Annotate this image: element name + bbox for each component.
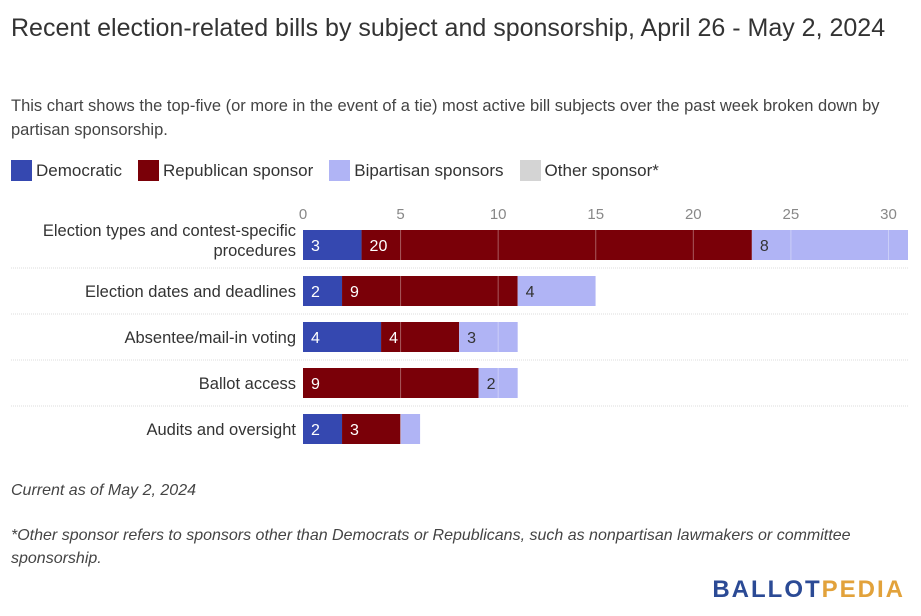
- bar-segment: [381, 322, 460, 352]
- legend-item-other: Other sponsor*: [519, 160, 659, 181]
- x-tick-label: 10: [490, 206, 507, 223]
- bar-segment: [459, 322, 518, 352]
- bar-segment: [400, 414, 421, 444]
- x-tick-label: 15: [587, 206, 604, 223]
- bar-segment: [303, 368, 479, 398]
- logo-part-pedia: PEDIA: [821, 576, 905, 603]
- bar-segment: [303, 414, 343, 444]
- bar-segment: [303, 322, 382, 352]
- data-label: 8: [760, 238, 769, 255]
- data-label: 2: [487, 376, 496, 393]
- ballotpedia-logo: BALLOTPEDIA: [712, 576, 905, 604]
- chart-subtitle: This chart shows the top-five (or more i…: [11, 97, 880, 139]
- chart-title: Recent election-related bills by subject…: [11, 14, 886, 42]
- x-tick-label: 30: [880, 206, 897, 223]
- data-label: 9: [311, 376, 320, 393]
- bar-segment: [342, 414, 401, 444]
- data-label: 3: [311, 238, 320, 255]
- category-label: Ballot access: [199, 375, 296, 393]
- legend-swatch-republican: [137, 160, 159, 181]
- bar-segment: [303, 276, 343, 306]
- legend-swatch-bipartisan: [329, 160, 351, 181]
- data-label: 20: [370, 238, 388, 255]
- bar-segment: [751, 230, 908, 260]
- legend: Democratic Republican sponsor Bipartisan…: [11, 160, 675, 181]
- data-label: 9: [350, 284, 359, 301]
- legend-swatch-democratic: [11, 160, 32, 181]
- footnote: *Other sponsor refers to sponsors other …: [11, 527, 851, 567]
- x-tick-label: 25: [783, 206, 800, 223]
- legend-item-democratic: Democratic: [11, 160, 122, 181]
- data-label: 4: [311, 330, 320, 347]
- bar-segment: [517, 276, 596, 306]
- category-label: Election dates and deadlines: [85, 283, 296, 301]
- bar-segment: [342, 276, 518, 306]
- x-tick-label: 20: [685, 206, 702, 223]
- bar-segment: [478, 368, 518, 398]
- legend-label-democratic: Democratic: [36, 160, 122, 180]
- logo-part-ballot: BALLOT: [712, 576, 822, 603]
- category-label: procedures: [213, 242, 296, 260]
- category-label: Election types and contest-specific: [43, 222, 296, 240]
- x-tick-label: 0: [299, 206, 307, 223]
- legend-label-republican: Republican sponsor: [162, 160, 314, 180]
- bar-segment: [361, 230, 752, 260]
- data-label: 2: [311, 422, 320, 439]
- current-as-of-note: Current as of May 2, 2024: [11, 482, 196, 499]
- stacked-bar-chart: 0 5 10 15 20 25 30 3 20 8 Election types and conte…: [11, 206, 908, 448]
- category-label: Audits and oversight: [146, 421, 296, 439]
- data-label: 4: [526, 284, 535, 301]
- legend-label-other: Other sponsor*: [544, 160, 659, 180]
- x-tick-label: 5: [396, 206, 404, 223]
- legend-item-bipartisan: Bipartisan sponsors: [329, 160, 504, 181]
- data-label: 2: [311, 284, 320, 301]
- data-label: 3: [467, 330, 476, 347]
- legend-label-bipartisan: Bipartisan sponsors: [354, 160, 504, 180]
- legend-item-republican: Republican sponsor: [137, 160, 314, 181]
- bar-segment: [303, 230, 362, 260]
- data-label: 3: [350, 422, 359, 439]
- legend-swatch-other: [519, 160, 541, 181]
- data-label: 4: [389, 330, 398, 347]
- category-label: Absentee/mail-in voting: [124, 329, 296, 347]
